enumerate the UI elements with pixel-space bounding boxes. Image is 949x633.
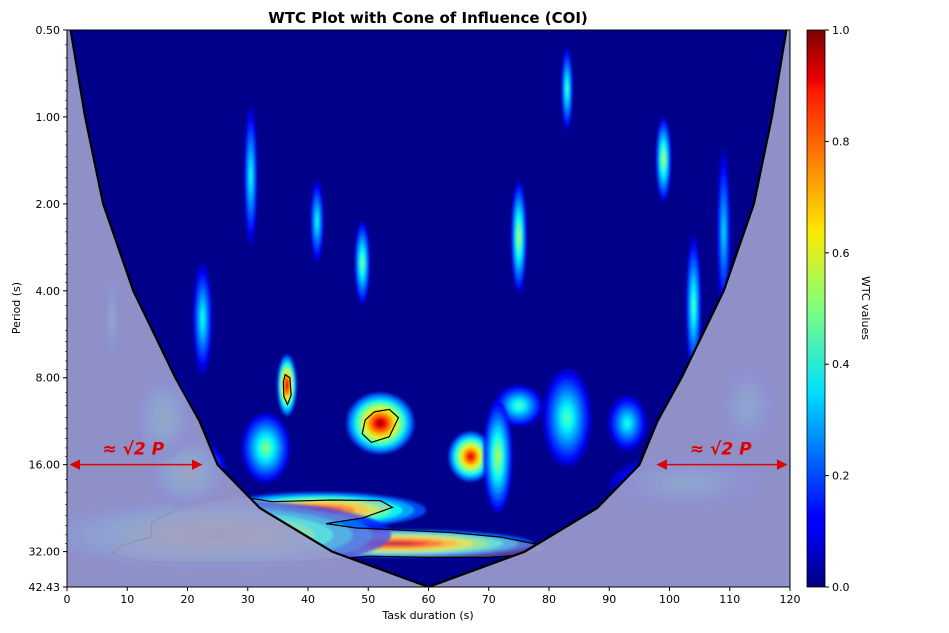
x-tick-label: 90 xyxy=(602,593,616,606)
wtc-blob xyxy=(448,431,493,482)
wtc-blob xyxy=(511,181,527,293)
wtc-blob xyxy=(608,395,647,452)
x-axis: 0 10 20 30 40 50 60 70 80 90 100 110 120 xyxy=(64,587,801,606)
y-tick-label: 2.00 xyxy=(36,198,61,211)
x-tick-label: 10 xyxy=(120,593,134,606)
x-axis-label: Task duration (s) xyxy=(381,609,473,622)
x-tick-label: 40 xyxy=(301,593,315,606)
wtc-blob xyxy=(346,392,415,454)
wtc-blob xyxy=(655,117,672,201)
colorbar-label: WTC values xyxy=(859,276,872,340)
x-tick-label: 110 xyxy=(719,593,740,606)
annotation-label: ≈ √2 P xyxy=(690,440,752,460)
x-tick-label: 50 xyxy=(361,593,375,606)
y-axis: 0.50 1.00 2.00 4.00 8.00 16.00 32.00 42.43 xyxy=(29,24,67,594)
y-tick-label: 1.00 xyxy=(36,111,61,124)
wtc-blob xyxy=(685,236,702,376)
x-tick-label: 60 xyxy=(422,593,436,606)
y-tick-label: 0.50 xyxy=(36,24,61,37)
coi-boundary-line xyxy=(69,30,788,587)
colorbar-tick-label: 0.8 xyxy=(832,135,850,148)
x-tick-label: 100 xyxy=(659,593,680,606)
colorbar-tick-label: 0.0 xyxy=(832,581,850,594)
y-tick-label: 32.00 xyxy=(29,546,61,559)
cone-of-influence xyxy=(67,30,790,587)
colorbar-gradient xyxy=(806,29,826,588)
colorbar-tick-label: 1.0 xyxy=(832,24,850,37)
x-tick-label: 120 xyxy=(780,593,801,606)
y-tick-label: 42.43 xyxy=(29,581,61,594)
colorbar-tick-label: 0.2 xyxy=(832,470,850,483)
wtc-blob xyxy=(241,413,290,483)
colorbar-tick-label: 0.4 xyxy=(832,358,850,371)
colorbar-ticks: 0.0 0.2 0.4 0.6 0.8 1.0 xyxy=(825,24,850,594)
x-tick-label: 70 xyxy=(482,593,496,606)
x-tick-label: 20 xyxy=(181,593,195,606)
annotation-layer: ≈ √2 P ≈ √2 P xyxy=(69,440,788,470)
wtc-blob xyxy=(354,221,370,305)
y-tick-label: 4.00 xyxy=(36,285,61,298)
wtc-blob xyxy=(192,263,213,375)
wtc-blob xyxy=(561,47,573,131)
wtc-blob xyxy=(542,369,592,467)
chart-title: WTC Plot with Cone of Influence (COI) xyxy=(268,9,588,27)
coi-shade-right xyxy=(428,30,790,587)
y-tick-label: 8.00 xyxy=(36,372,61,385)
wtc-blob xyxy=(716,148,731,316)
x-tick-label: 0 xyxy=(64,593,71,606)
x-tick-label: 30 xyxy=(241,593,255,606)
wtc-blob xyxy=(277,354,297,416)
y-axis-label: Period (s) xyxy=(10,282,23,334)
coi-shade-left xyxy=(67,30,429,587)
significance-contour-center-red-island xyxy=(361,408,400,444)
significance-contour-left-red-island xyxy=(282,373,292,407)
wtc-blob xyxy=(244,106,258,246)
colorbar-tick-label: 0.6 xyxy=(832,247,850,260)
x-tick-label: 80 xyxy=(542,593,556,606)
wtc-blob xyxy=(310,179,324,264)
colorbar: 0.0 0.2 0.4 0.6 0.8 1.0 WTC values xyxy=(806,24,872,594)
wtc-blob xyxy=(494,384,543,427)
y-tick-label: 16.00 xyxy=(29,459,61,472)
annotation-label: ≈ √2 P xyxy=(102,440,164,460)
wtc-blob xyxy=(483,400,513,513)
